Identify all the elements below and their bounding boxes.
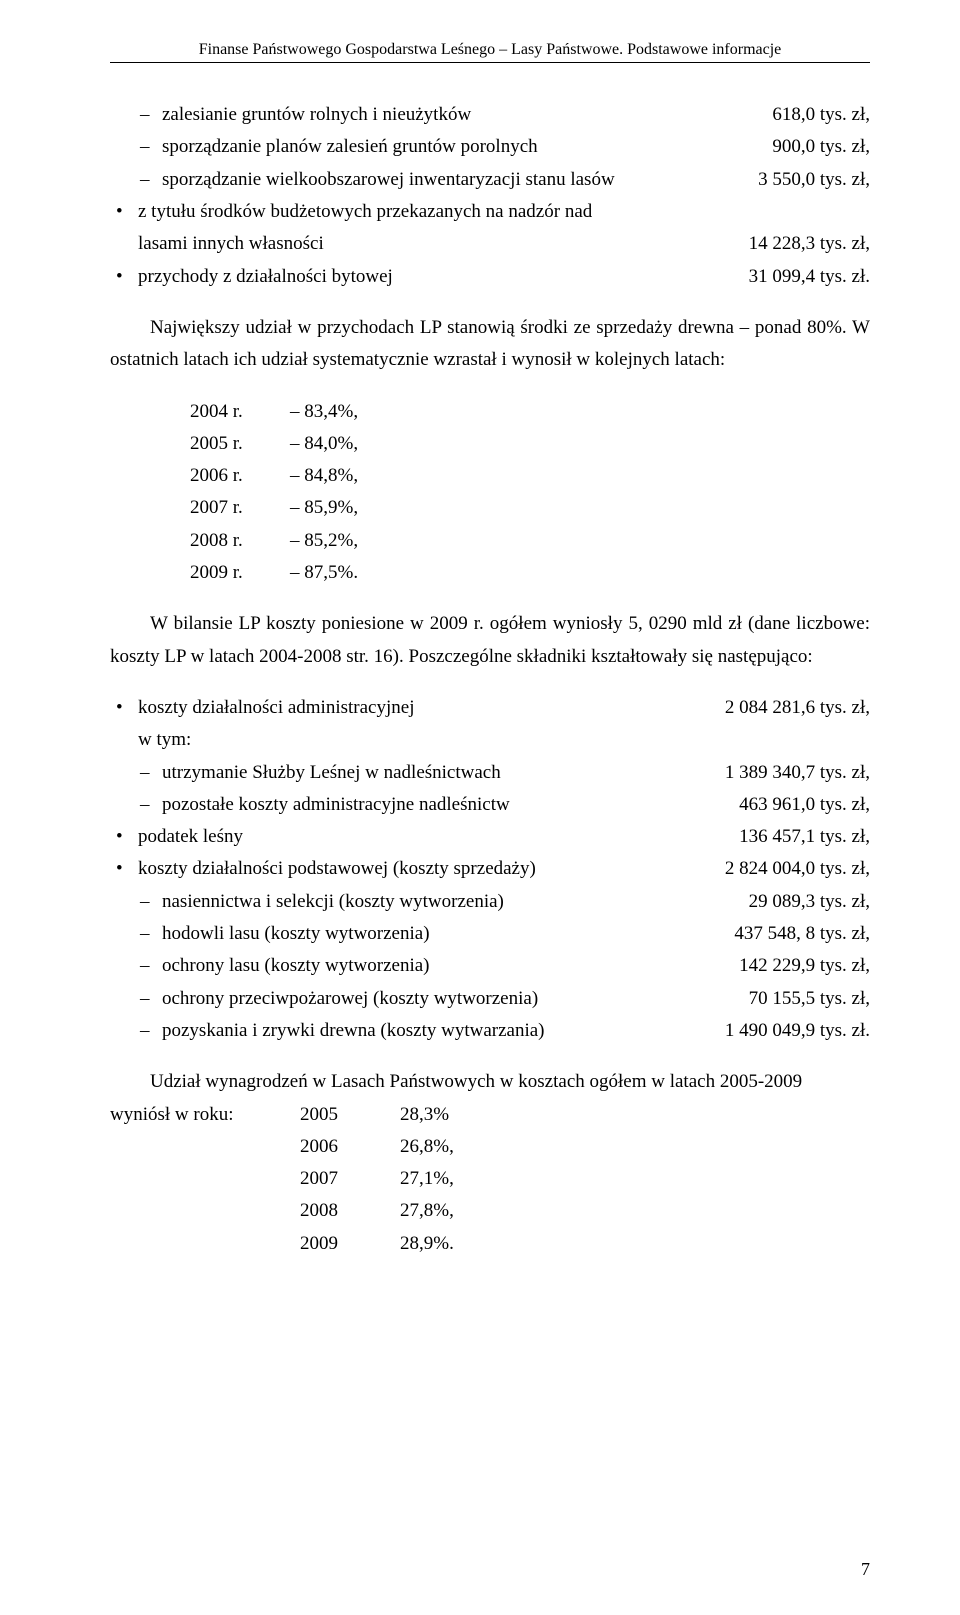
year-row: 2008 r.– 85,2%, [190, 525, 870, 557]
paragraph: Największy udział w przychodach LP stano… [110, 312, 870, 377]
item-label: pozostałe koszty administracyjne nadleśn… [162, 789, 729, 821]
list-item: z tytułu środków budżetowych przekazanyc… [110, 196, 870, 261]
year-value: – 84,8%, [290, 460, 370, 492]
year-label: 2006 r. [190, 460, 290, 492]
year-row: 200727,1%, [300, 1163, 870, 1195]
document-page: Finanse Państwowego Gospodarstwa Leśnego… [0, 0, 960, 1615]
running-header: Finanse Państwowego Gospodarstwa Leśnego… [110, 40, 870, 63]
list-item: zalesianie gruntów rolnych i nieużytków … [110, 99, 870, 131]
bullet-list-costs-1: koszty działalności administracyjnej 2 0… [110, 692, 870, 724]
list-item: sporządzanie wielkoobszarowej inwentaryz… [110, 164, 870, 196]
item-value: 2 084 281,6 tys. zł, [715, 692, 870, 724]
year-row: 200928,9%. [300, 1228, 870, 1260]
item-value: 437 548, 8 tys. zł, [724, 918, 870, 950]
year-label: 2009 r. [190, 557, 290, 589]
item-value: 3 550,0 tys. zł, [748, 164, 870, 196]
item-value: 136 457,1 tys. zł, [729, 821, 870, 853]
list-item: koszty działalności podstawowej (koszty … [110, 853, 870, 885]
item-value: 14 228,3 tys. zł, [739, 228, 870, 260]
year-value: 27,8%, [400, 1195, 454, 1227]
list-item: utrzymanie Służby Leśnej w nadleśnictwac… [110, 757, 870, 789]
year-value: – 85,2%, [290, 525, 370, 557]
item-label: ochrony przeciwpożarowej (koszty wytworz… [162, 983, 739, 1015]
years-list-2: 200626,8%, 200727,1%, 200827,8%, 200928,… [110, 1131, 870, 1260]
year-label: 2006 [300, 1131, 400, 1163]
bullet-list-top: z tytułu środków budżetowych przekazanyc… [110, 196, 870, 293]
item-value: 900,0 tys. zł, [762, 131, 870, 163]
year-value: – 84,0%, [290, 428, 370, 460]
item-value: 29 089,3 tys. zł, [739, 886, 870, 918]
item-label: ochrony lasu (koszty wytworzenia) [162, 950, 729, 982]
years-list-1: 2004 r.– 83,4%, 2005 r.– 84,0%, 2006 r.–… [110, 396, 870, 590]
list-item: ochrony lasu (koszty wytworzenia) 142 22… [110, 950, 870, 982]
year-label: 2004 r. [190, 396, 290, 428]
item-value: 463 961,0 tys. zł, [729, 789, 870, 821]
year-row: 2007 r.– 85,9%, [190, 492, 870, 524]
year-row: 200827,8%, [300, 1195, 870, 1227]
item-label: hodowli lasu (koszty wytworzenia) [162, 918, 724, 950]
dash-list-costs-1: utrzymanie Służby Leśnej w nadleśnictwac… [110, 757, 870, 822]
page-number: 7 [861, 1554, 870, 1585]
item-value: 2 824 004,0 tys. zł, [715, 853, 870, 885]
item-label: zalesianie gruntów rolnych i nieużytków [162, 99, 762, 131]
year-row: 200626,8%, [300, 1131, 870, 1163]
item-value: 142 229,9 tys. zł, [729, 950, 870, 982]
item-label: sporządzanie planów zalesień gruntów por… [162, 131, 762, 163]
year-row: 2009 r.– 87,5%. [190, 557, 870, 589]
paragraph: Udział wynagrodzeń w Lasach Państwowych … [110, 1066, 870, 1098]
item-value: 1 490 049,9 tys. zł. [715, 1015, 870, 1047]
item-label: nasiennictwa i selekcji (koszty wytworze… [162, 886, 739, 918]
item-label: pozyskania i zrywki drewna (koszty wytwa… [162, 1015, 715, 1047]
list-item: przychody z działalności bytowej 31 099,… [110, 261, 870, 293]
year-value: 28,3% [400, 1099, 449, 1131]
item-label: koszty działalności podstawowej (koszty … [138, 853, 715, 885]
item-label: przychody z działalności bytowej [138, 261, 739, 293]
year-label: 2007 [300, 1163, 400, 1195]
bullet-list-costs-2: podatek leśny 136 457,1 tys. zł, koszty … [110, 821, 870, 886]
wage-row-lead: wyniósł w roku: 2005 28,3% [110, 1099, 870, 1131]
item-label: sporządzanie wielkoobszarowej inwentaryz… [162, 164, 748, 196]
year-row: 2006 r.– 84,8%, [190, 460, 870, 492]
item-label-cont: lasami innych własności [138, 228, 739, 260]
year-value: 27,1%, [400, 1163, 454, 1195]
item-label: z tytułu środków budżetowych przekazanyc… [138, 196, 870, 228]
item-value: 618,0 tys. zł, [762, 99, 870, 131]
dash-list-top: zalesianie gruntów rolnych i nieużytków … [110, 99, 870, 196]
list-item: koszty działalności administracyjnej 2 0… [110, 692, 870, 724]
list-item: pozyskania i zrywki drewna (koszty wytwa… [110, 1015, 870, 1047]
item-value: 1 389 340,7 tys. zł, [715, 757, 870, 789]
year-value: 26,8%, [400, 1131, 454, 1163]
list-item: hodowli lasu (koszty wytworzenia) 437 54… [110, 918, 870, 950]
list-item: pozostałe koszty administracyjne nadleśn… [110, 789, 870, 821]
list-item: podatek leśny 136 457,1 tys. zł, [110, 821, 870, 853]
sub-label: w tym: [110, 724, 870, 756]
list-item: sporządzanie planów zalesień gruntów por… [110, 131, 870, 163]
dash-list-costs-2: nasiennictwa i selekcji (koszty wytworze… [110, 886, 870, 1047]
year-label: 2008 r. [190, 525, 290, 557]
year-value: – 83,4%, [290, 396, 370, 428]
year-value: – 87,5%. [290, 557, 370, 589]
list-item: ochrony przeciwpożarowej (koszty wytworz… [110, 983, 870, 1015]
list-item: nasiennictwa i selekcji (koszty wytworze… [110, 886, 870, 918]
year-label: 2005 [300, 1099, 400, 1131]
item-value: 70 155,5 tys. zł, [739, 983, 870, 1015]
year-label: 2008 [300, 1195, 400, 1227]
year-label: 2005 r. [190, 428, 290, 460]
lead-label: wyniósł w roku: [110, 1099, 300, 1131]
year-row: 2005 r.– 84,0%, [190, 428, 870, 460]
year-row: 2004 r.– 83,4%, [190, 396, 870, 428]
item-row: lasami innych własności 14 228,3 tys. zł… [138, 228, 870, 260]
item-label: utrzymanie Służby Leśnej w nadleśnictwac… [162, 757, 715, 789]
year-label: 2009 [300, 1228, 400, 1260]
item-label: koszty działalności administracyjnej [138, 692, 715, 724]
year-value: – 85,9%, [290, 492, 370, 524]
year-value: 28,9%. [400, 1228, 454, 1260]
item-value: 31 099,4 tys. zł. [739, 261, 870, 293]
year-label: 2007 r. [190, 492, 290, 524]
paragraph: W bilansie LP koszty poniesione w 2009 r… [110, 608, 870, 673]
item-label: podatek leśny [138, 821, 729, 853]
